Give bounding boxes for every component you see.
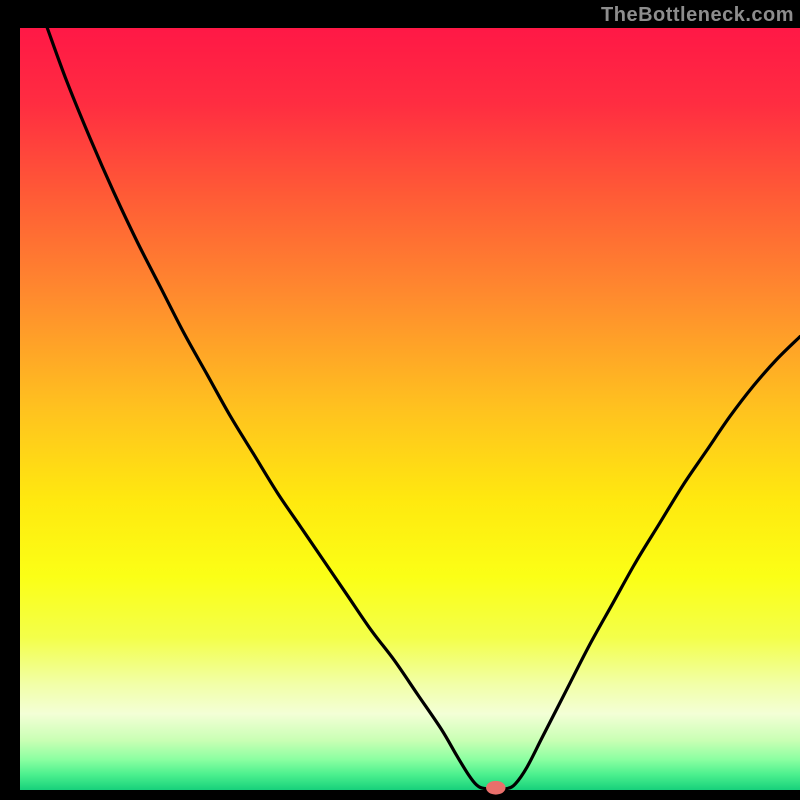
plot-area — [20, 28, 800, 790]
optimum-marker — [486, 781, 506, 795]
watermark-text: TheBottleneck.com — [601, 4, 794, 27]
